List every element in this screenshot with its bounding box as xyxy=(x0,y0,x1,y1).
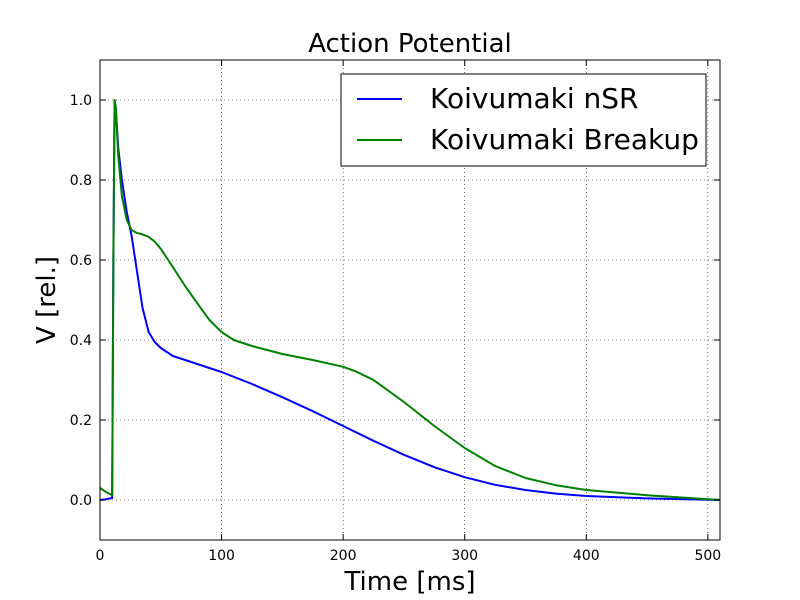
x-tick-label: 500 xyxy=(694,548,721,564)
x-tick-label: 0 xyxy=(96,548,105,564)
y-tick-label: 0.0 xyxy=(70,493,92,509)
x-tick-label: 200 xyxy=(330,548,357,564)
plot-lines xyxy=(100,99,720,501)
series-line-breakup xyxy=(100,99,720,501)
plot-frame xyxy=(99,59,721,541)
y-tick-label: 0.6 xyxy=(70,253,92,269)
x-tick-label: 400 xyxy=(573,548,600,564)
y-axis-label: V [rel.] xyxy=(32,256,62,344)
y-tick-label: 1.0 xyxy=(70,93,92,109)
y-tick-label: 0.4 xyxy=(70,333,92,349)
ticks: 0 100 200 300 400 500 0.0 0.2 0.4 0.6 0.8 1.0 xyxy=(70,60,721,564)
chart-title: Action Potential xyxy=(308,29,512,59)
legend: Koivumaki nSR Koivumaki Breakup xyxy=(340,73,707,167)
legend-label-breakup: Koivumaki Breakup xyxy=(430,123,699,156)
legend-box xyxy=(340,73,707,167)
legend-label-nsr: Koivumaki nSR xyxy=(430,82,639,115)
y-tick-label: 0.8 xyxy=(70,173,92,189)
x-tick-label: 100 xyxy=(208,548,235,564)
x-axis-label: Time [ms] xyxy=(343,567,475,597)
y-tick-label: 0.2 xyxy=(70,413,92,429)
x-tick-label: 300 xyxy=(451,548,478,564)
